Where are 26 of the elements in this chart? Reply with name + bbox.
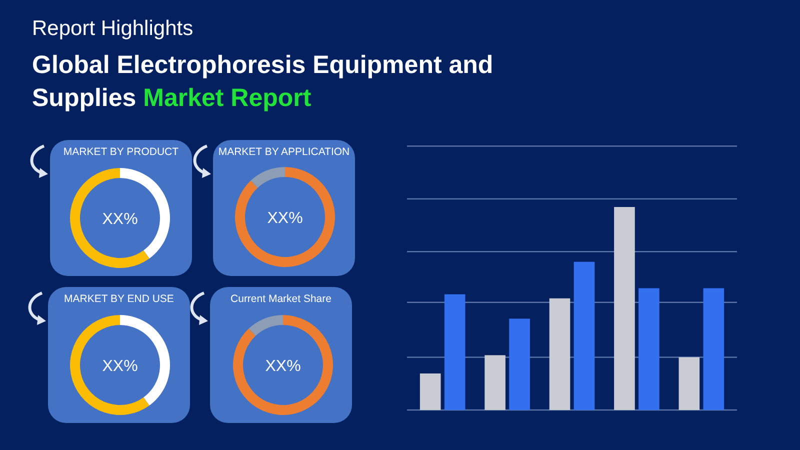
text: XX% — [265, 358, 301, 375]
text: Global Electrophoresis Equipment and Supplies Market Report — [32, 51, 494, 112]
bar — [678, 357, 700, 410]
donut-slice — [70, 168, 150, 268]
text: Report Highlights — [32, 17, 194, 40]
bar — [614, 207, 635, 410]
donut-slice — [235, 167, 335, 267]
donut-slice — [70, 315, 150, 415]
donut-slice — [233, 315, 333, 415]
bar — [638, 288, 660, 410]
bar — [574, 262, 595, 410]
bar — [444, 294, 466, 410]
bar — [549, 298, 570, 410]
bar — [420, 373, 441, 410]
chart-title: MARKET BY APPLICATION — [218, 146, 350, 158]
donut-slice — [250, 167, 285, 188]
donut-slice — [248, 315, 283, 336]
chart-title: MARKET BY END USE — [64, 293, 174, 305]
text: XX% — [102, 211, 138, 228]
text: XX% — [102, 358, 138, 375]
bar — [484, 355, 506, 410]
bar — [509, 318, 530, 410]
chart-title: MARKET BY PRODUCT — [63, 146, 180, 158]
text: XX% — [267, 210, 303, 227]
chart-title: Current Market Share — [230, 293, 332, 305]
bar — [703, 288, 724, 410]
